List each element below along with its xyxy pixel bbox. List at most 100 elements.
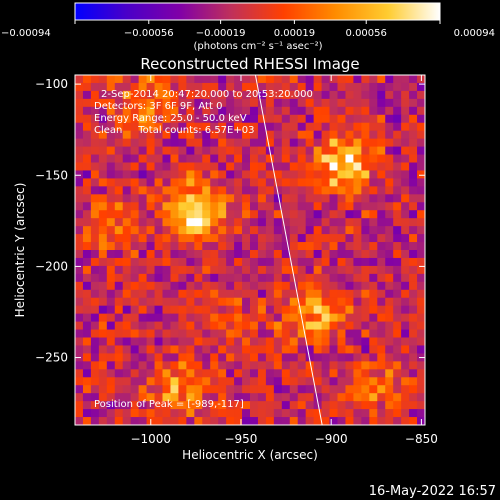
heatmap-cell <box>289 138 299 148</box>
heatmap-cell <box>162 401 171 410</box>
heatmap-cell <box>122 289 132 299</box>
heatmap-cell <box>353 417 362 425</box>
heatmap-cell <box>146 130 156 140</box>
heatmap-cell <box>130 265 140 275</box>
heatmap-cell <box>385 162 394 171</box>
heatmap-cell <box>98 106 108 116</box>
heatmap-cell <box>401 305 410 315</box>
heatmap-cell <box>417 146 425 156</box>
heatmap-cell <box>337 75 346 84</box>
heatmap-cell <box>281 234 291 243</box>
heatmap-cell <box>170 409 179 418</box>
heatmap-cell <box>90 178 100 187</box>
heatmap-cell <box>289 170 299 179</box>
heatmap-cell <box>289 186 299 195</box>
heatmap-cell <box>186 130 195 140</box>
heatmap-cell <box>417 130 425 140</box>
heatmap-cell <box>281 361 291 370</box>
heatmap-cell <box>369 90 378 100</box>
heatmap-cell <box>170 377 179 386</box>
heatmap-cell <box>90 242 100 251</box>
heatmap-cell <box>250 122 259 132</box>
heatmap-cell <box>226 257 235 267</box>
heatmap-cell <box>122 305 132 315</box>
heatmap-cell <box>154 297 163 307</box>
heatmap-cell <box>234 409 243 418</box>
heatmap-cell <box>361 162 370 171</box>
heatmap-cell <box>305 377 315 386</box>
heatmap-cell <box>146 202 156 211</box>
heatmap-cell <box>281 122 291 132</box>
heatmap-cell <box>234 194 243 203</box>
heatmap-cell <box>114 321 124 331</box>
heatmap-cell <box>82 361 92 370</box>
heatmap-cell <box>369 98 378 108</box>
heatmap-cell <box>337 154 346 163</box>
heatmap-cell <box>242 417 251 425</box>
heatmap-cell <box>305 234 315 243</box>
heatmap-cell <box>98 361 108 370</box>
heatmap-cell <box>75 154 84 163</box>
heatmap-cell <box>162 313 171 323</box>
heatmap-cell <box>409 265 418 275</box>
heatmap-cell <box>265 353 275 362</box>
heatmap-cell <box>98 226 108 235</box>
heatmap-cell <box>194 98 203 108</box>
heatmap-cell <box>194 393 203 402</box>
heatmap-cell <box>361 329 370 338</box>
heatmap-cell <box>75 313 84 323</box>
heatmap-cell <box>417 313 425 323</box>
y-tick-label: −200 <box>35 259 68 273</box>
heatmap-cell <box>106 385 116 394</box>
heatmap-cell <box>337 417 346 425</box>
heatmap-cell <box>401 281 410 291</box>
heatmap-cell <box>122 106 132 116</box>
heatmap-cell <box>170 162 179 171</box>
heatmap-cell <box>353 361 362 370</box>
heatmap-cell <box>281 106 291 116</box>
heatmap-cell <box>138 289 148 299</box>
heatmap-cell <box>385 289 394 299</box>
heatmap-cell <box>417 122 425 132</box>
heatmap-cell <box>281 369 291 378</box>
heatmap-cell <box>305 226 315 235</box>
heatmap-cell <box>321 361 331 370</box>
heatmap-cell <box>329 377 338 386</box>
heatmap-cell <box>265 170 275 179</box>
heatmap-cell <box>114 106 124 116</box>
heatmap-cell <box>401 345 410 354</box>
heatmap-cell <box>242 385 251 394</box>
heatmap-cell <box>210 329 219 338</box>
heatmap-cell <box>122 122 132 132</box>
heatmap-cell <box>106 281 116 291</box>
heatmap-cell <box>210 257 219 267</box>
heatmap-cell <box>242 186 251 195</box>
heatmap-cell <box>273 329 283 338</box>
heatmap-cell <box>257 250 267 259</box>
heatmap-cell <box>154 98 163 108</box>
heatmap-cell <box>273 385 283 394</box>
heatmap-cell <box>122 401 132 410</box>
heatmap-cell <box>297 218 307 227</box>
heatmap-cell <box>138 178 148 187</box>
heatmap-cell <box>242 162 251 171</box>
heatmap-cell <box>361 305 370 315</box>
heatmap-cell <box>138 194 148 203</box>
heatmap-cell <box>242 178 251 187</box>
heatmap-cell <box>114 154 124 163</box>
heatmap-cell <box>321 186 331 195</box>
heatmap-cell <box>265 305 275 315</box>
heatmap-cell <box>257 178 267 187</box>
heatmap-cell <box>154 82 163 92</box>
heatmap-cell <box>273 234 283 243</box>
heatmap-cell <box>138 202 148 211</box>
heatmap-cell <box>257 289 267 299</box>
heatmap-cell <box>401 146 410 156</box>
heatmap-cell <box>417 385 425 394</box>
heatmap-cell <box>329 90 338 100</box>
heatmap-cell <box>409 369 418 378</box>
heatmap-cell <box>234 305 243 315</box>
heatmap-cell <box>401 138 410 148</box>
heatmap-cell <box>234 401 243 410</box>
heatmap-cell <box>226 401 235 410</box>
